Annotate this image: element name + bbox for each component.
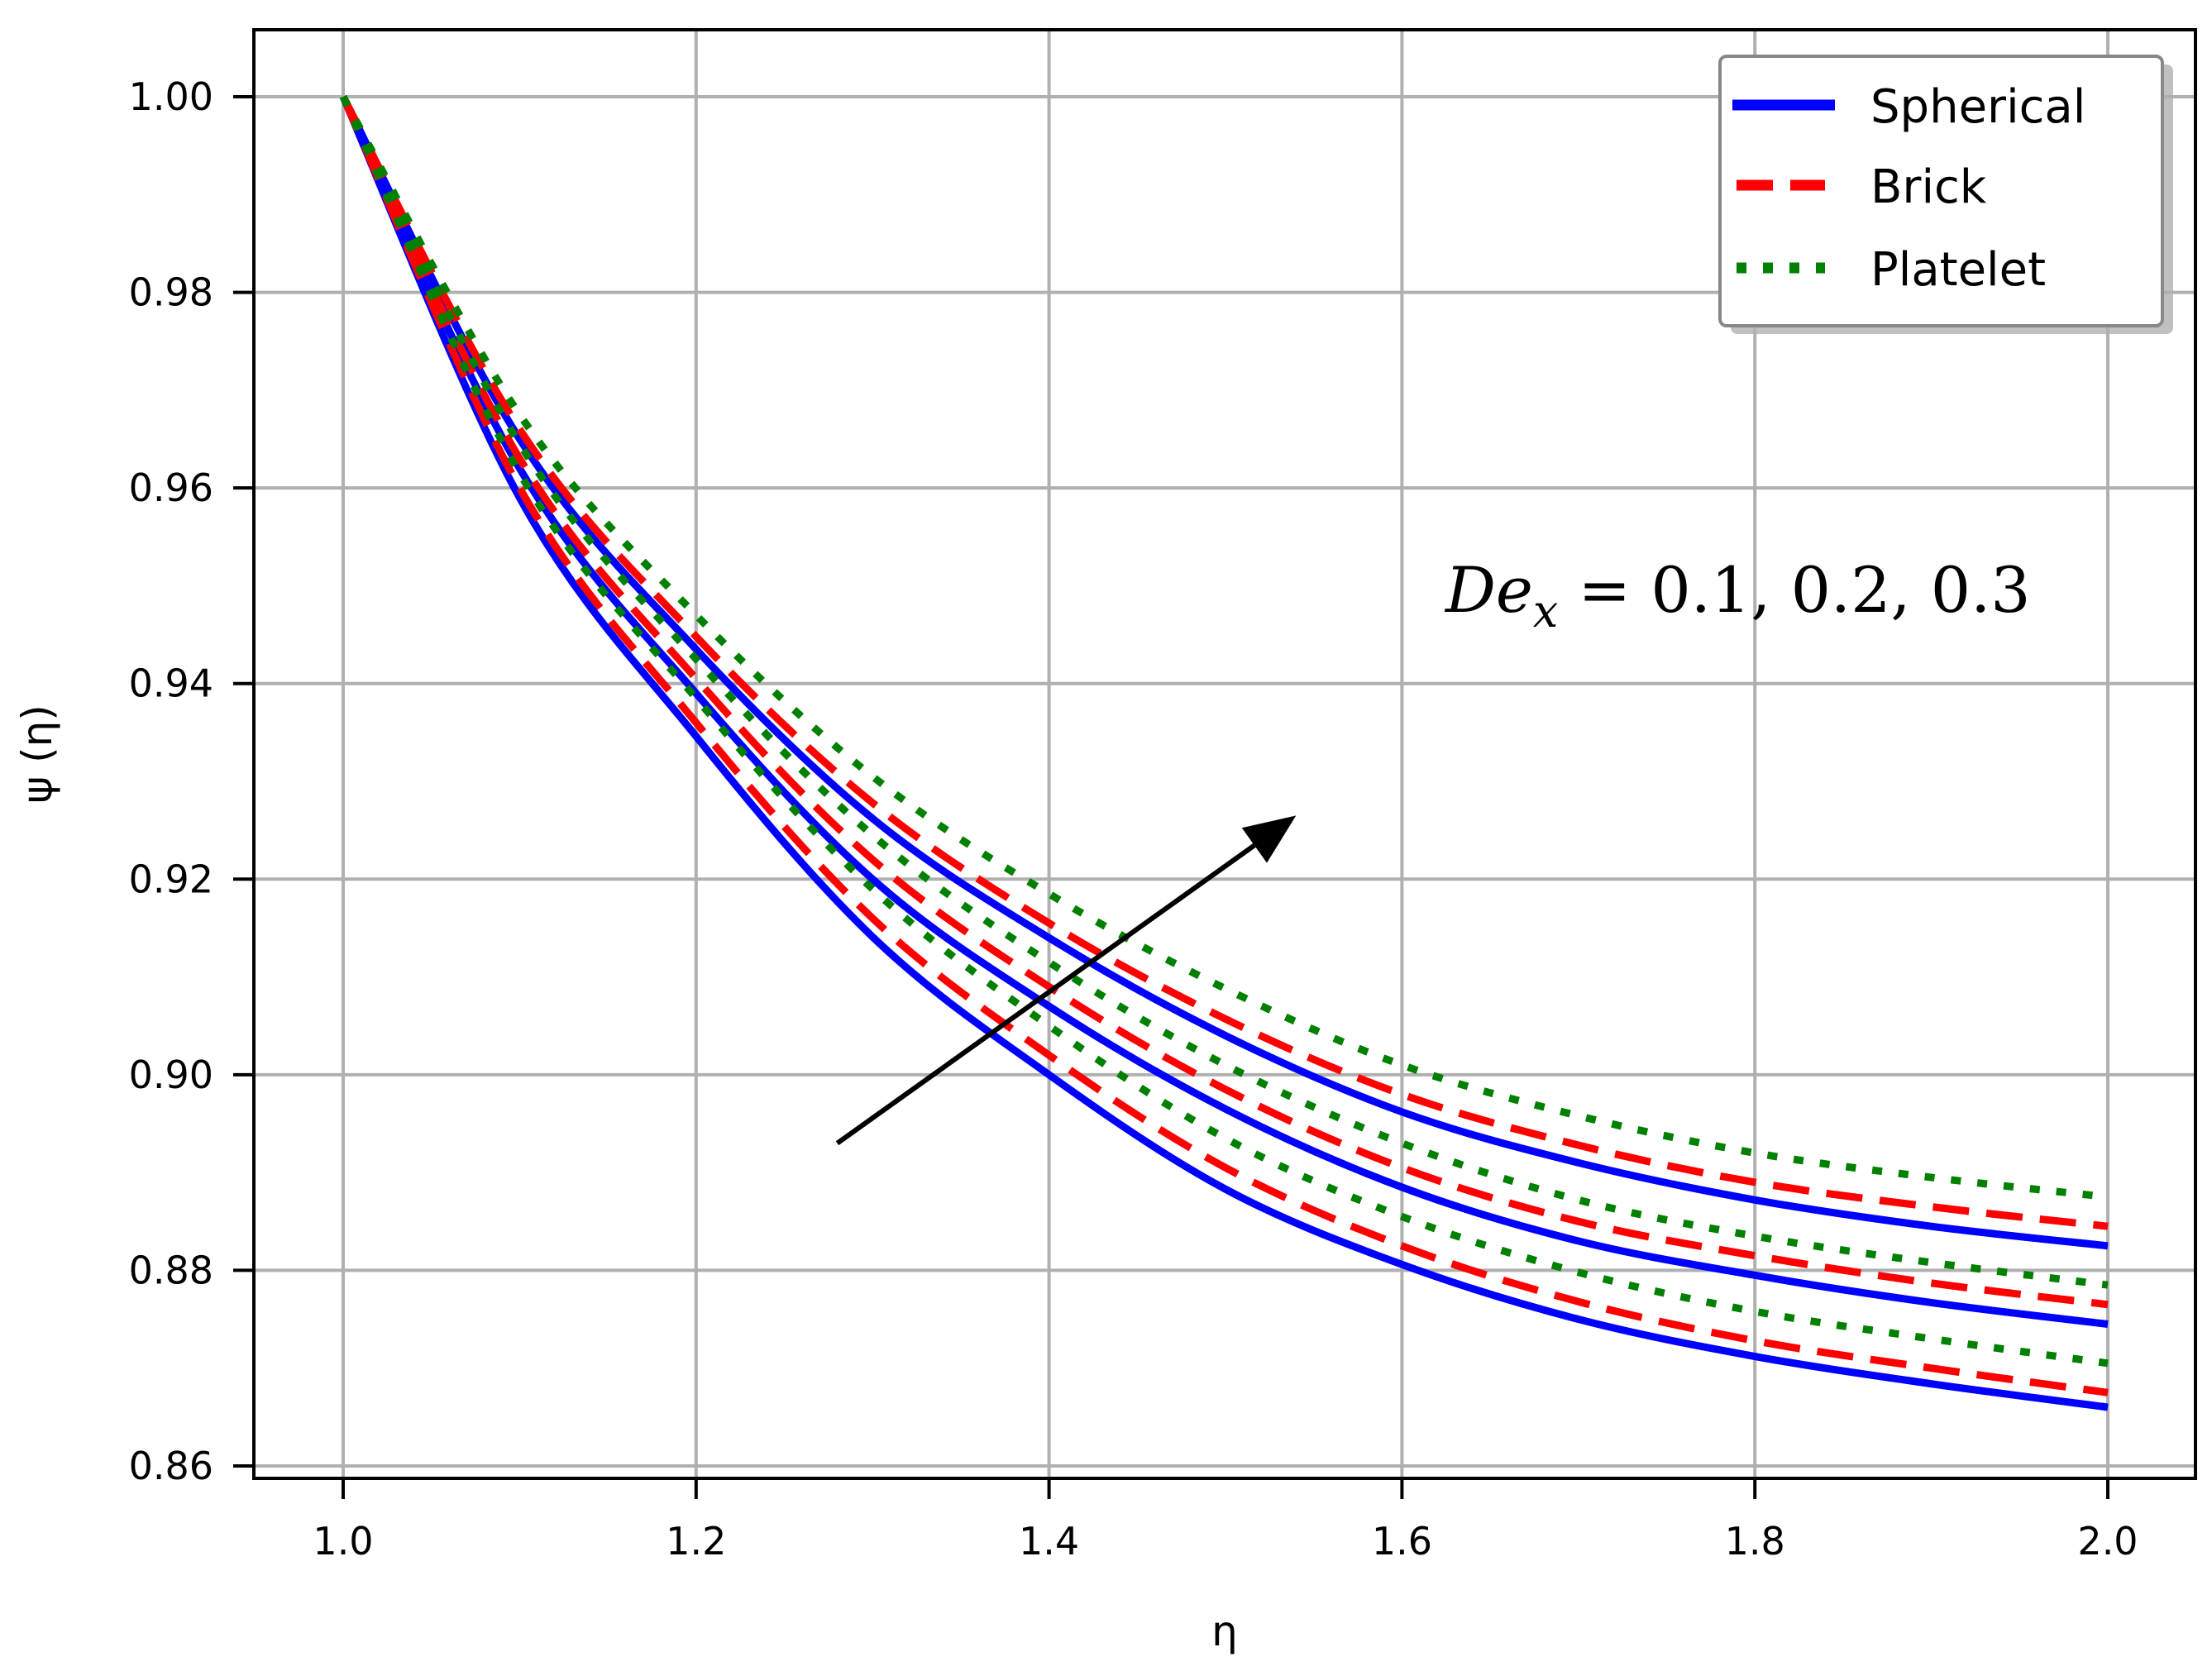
curve-brick-de-0.3 xyxy=(340,94,2109,1230)
de-x-annotation: Dex = 0.1, 0.2, 0.3 xyxy=(1444,553,2031,637)
legend-label-platelet: Platelet xyxy=(1870,243,2046,297)
x-tick-label: 2.0 xyxy=(2077,1519,2138,1564)
legend-label-brick: Brick xyxy=(1870,160,1987,214)
y-axis-label: ψ (η) xyxy=(13,704,61,804)
x-tick-label: 1.2 xyxy=(666,1519,726,1564)
y-tick-label: 0.98 xyxy=(129,270,213,315)
y-tick-label: 0.90 xyxy=(129,1053,213,1097)
legend-label-spherical: Spherical xyxy=(1870,80,2085,134)
y-tick-label: 0.94 xyxy=(129,661,213,706)
x-tick-label: 1.8 xyxy=(1725,1519,1785,1564)
y-tick-label: 0.92 xyxy=(129,857,213,901)
x-axis-label: η xyxy=(1211,1607,1238,1655)
x-tick-label: 1.0 xyxy=(313,1519,373,1564)
plot-frame xyxy=(252,28,2197,1480)
curve-spherical-de-0.1 xyxy=(339,95,2109,1411)
x-axis-ticks: 1.0 1.2 1.4 1.6 1.8 2.0 xyxy=(313,1478,2138,1564)
curve-platelet-de-0.3 xyxy=(340,94,2109,1201)
increasing-arrow-icon xyxy=(835,815,1297,1146)
curve-brick-de-0.1 xyxy=(339,95,2109,1396)
legend: Spherical Brick Platelet xyxy=(1718,55,2173,334)
y-tick-label: 0.96 xyxy=(129,465,213,510)
x-tick-label: 1.6 xyxy=(1372,1519,1432,1564)
y-tick-label: 1.00 xyxy=(129,74,213,119)
curve-brick-de-0.2 xyxy=(339,95,2109,1309)
x-tick-label: 1.4 xyxy=(1019,1519,1079,1564)
grid-lines xyxy=(254,30,2195,1478)
annotation-text: Dex = 0.1, 0.2, 0.3 xyxy=(1444,553,2031,637)
curve-spherical-de-0.3 xyxy=(339,94,2109,1250)
plot-curves xyxy=(339,94,2109,1411)
y-tick-label: 0.86 xyxy=(129,1444,213,1488)
y-axis-ticks: 0.86 0.88 0.90 0.92 0.94 0.96 0.98 1.00 xyxy=(129,74,254,1488)
curve-platelet-de-0.1 xyxy=(339,95,2109,1368)
y-tick-label: 0.88 xyxy=(129,1248,213,1292)
curve-platelet-de-0.2 xyxy=(339,94,2109,1289)
